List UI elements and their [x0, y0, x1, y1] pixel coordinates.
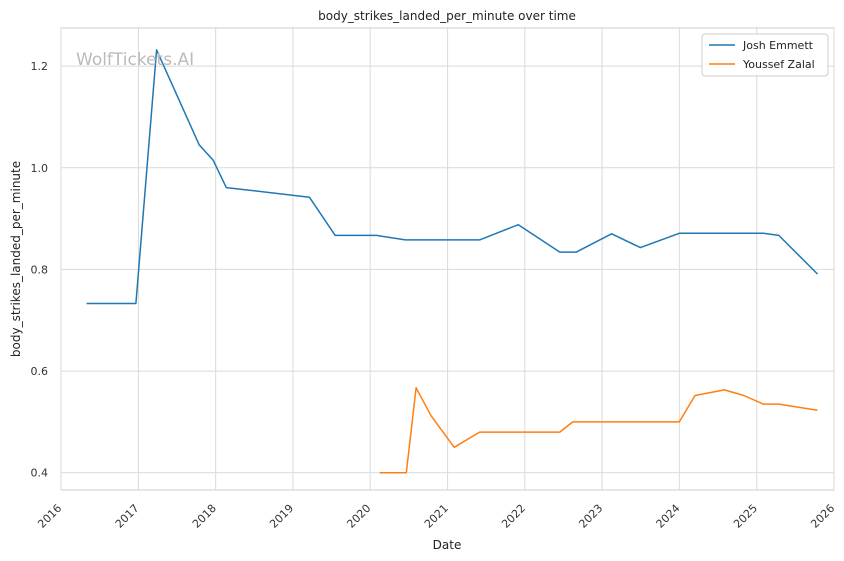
- watermark: WolfTickets.AI: [76, 50, 194, 70]
- series-line-josh-emmett: [86, 49, 819, 305]
- y-tick-label: 1.0: [31, 162, 49, 175]
- x-axis-label: Date: [433, 538, 462, 552]
- x-tick-label: 2025: [731, 502, 760, 531]
- grid: [60, 28, 835, 490]
- y-tick-label: 1.2: [31, 60, 49, 73]
- legend: Josh Emmett Youssef Zalal: [701, 33, 829, 77]
- x-tick-label: 2019: [267, 502, 296, 531]
- x-tick-label: 2020: [344, 502, 373, 531]
- x-tick-label: 2017: [113, 502, 142, 531]
- x-tick-label: 2023: [576, 502, 605, 531]
- x-tick-label: 2016: [35, 502, 64, 531]
- y-axis-label: body_strikes_landed_per_minute: [9, 161, 23, 357]
- y-tick-label: 0.6: [31, 365, 49, 378]
- y-tick-label: 0.4: [31, 467, 49, 480]
- y-axis-ticks: 0.4 0.6 0.8 1.0 1.2: [31, 60, 49, 480]
- x-tick-label: 2022: [499, 502, 528, 531]
- x-tick-label: 2024: [654, 502, 683, 531]
- x-tick-label: 2021: [422, 502, 451, 531]
- series-layer: [86, 49, 819, 474]
- legend-label-youssef-zalal: Youssef Zalal: [742, 58, 815, 71]
- y-tick-label: 0.8: [31, 263, 49, 276]
- x-axis-ticks: 2016 2017 2018 2019 2020 2021 2022 2023 2024 2025…: [35, 502, 837, 531]
- chart-title: body_strikes_landed_per_minute over time: [318, 9, 576, 23]
- x-tick-label: 2018: [190, 502, 219, 531]
- legend-label-josh-emmett: Josh Emmett: [742, 39, 814, 52]
- series-line-youssef-zalal: [379, 387, 818, 474]
- x-tick-label: 2026: [808, 502, 837, 531]
